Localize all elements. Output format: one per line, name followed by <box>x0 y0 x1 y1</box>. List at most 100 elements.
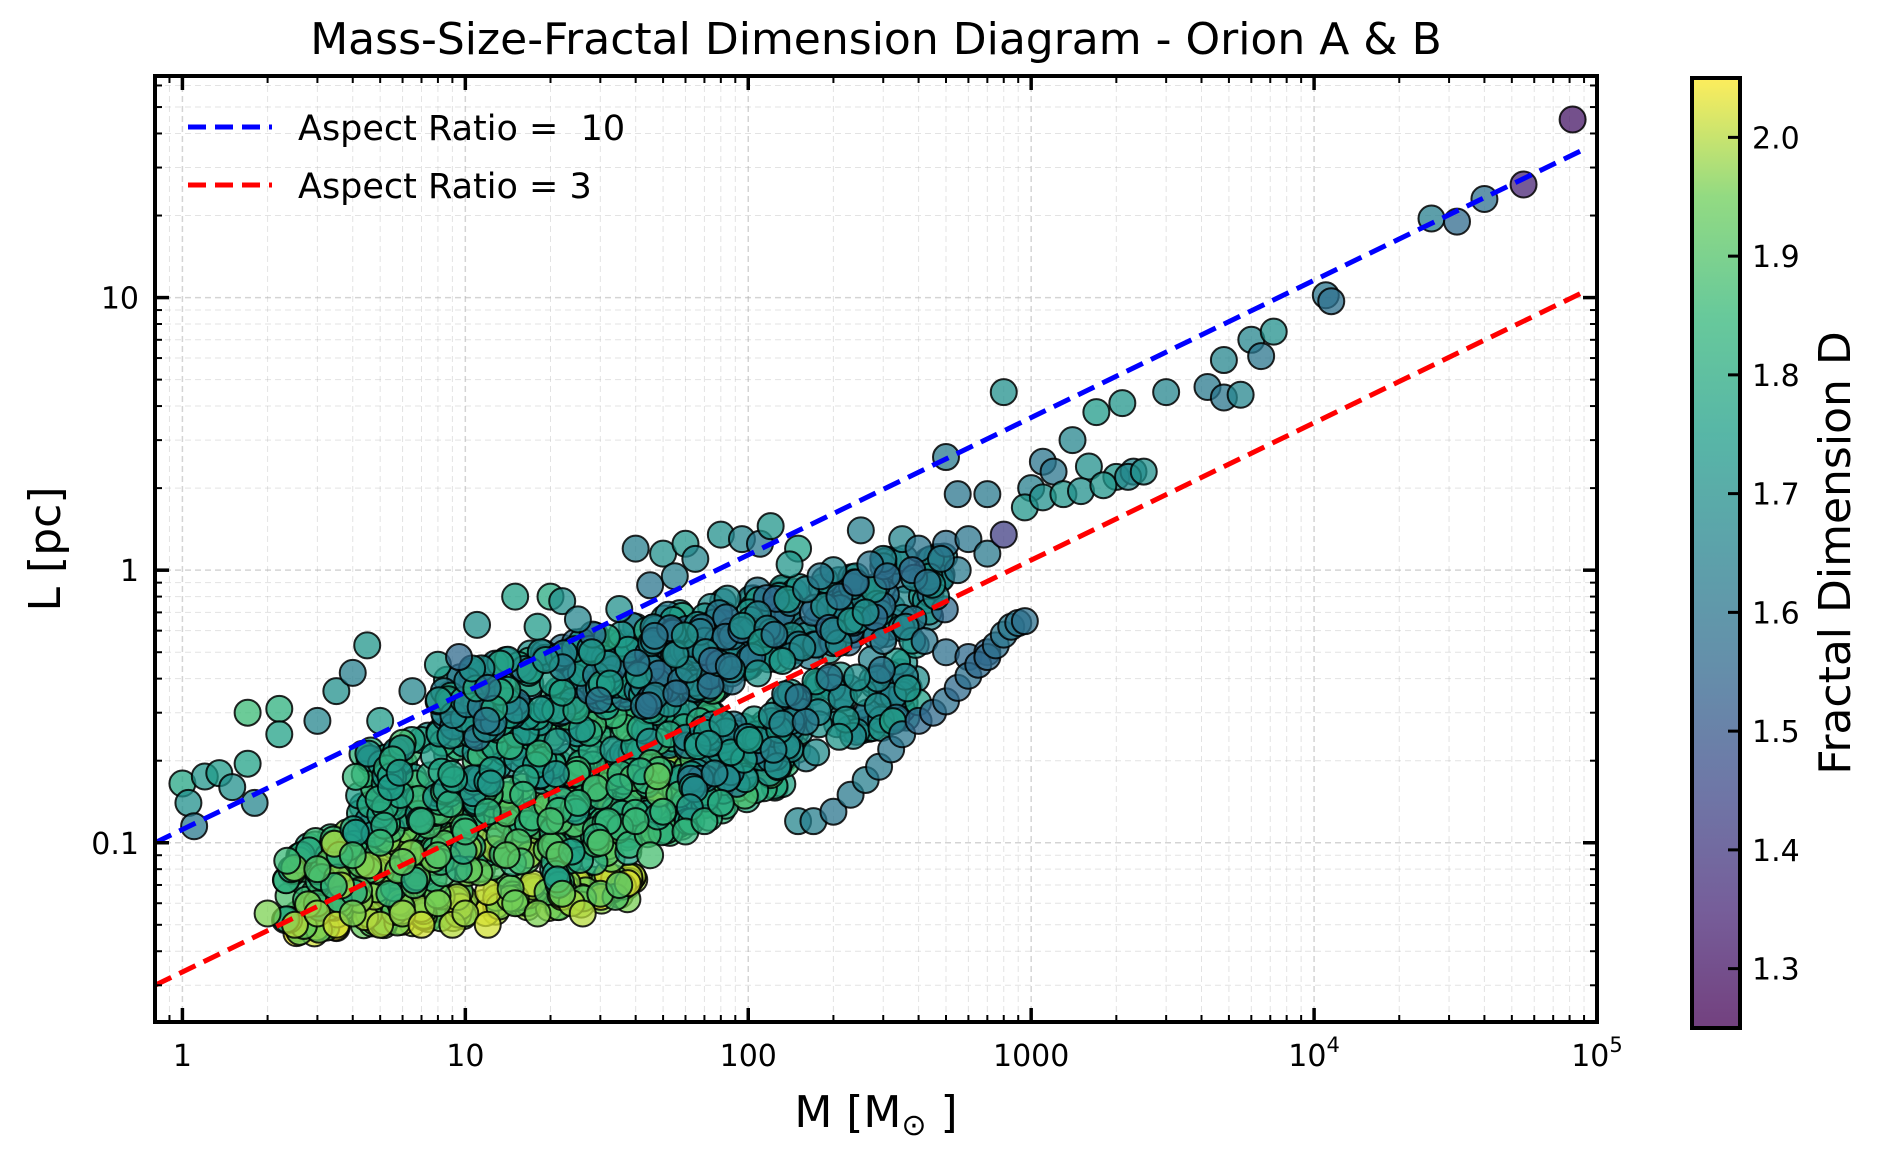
x-tick-label: 1000 <box>993 1039 1069 1074</box>
aspect-ratio-10-line <box>155 147 1586 846</box>
data-point <box>735 725 764 754</box>
data-point <box>843 663 872 692</box>
data-point <box>577 638 606 667</box>
data-point <box>568 899 597 928</box>
x-tick-label: 105 <box>1571 1033 1623 1074</box>
data-point <box>423 841 452 870</box>
chart-title: Mass-Size-Fractal Dimension Diagram - Or… <box>310 14 1442 65</box>
legend: Aspect Ratio = 10 Aspect Ratio = 3 <box>188 109 625 207</box>
y-axis-label: L [pc] <box>20 487 71 612</box>
scatter-points <box>168 105 1587 948</box>
data-point <box>662 679 691 708</box>
data-point <box>548 879 577 908</box>
data-point <box>660 562 689 591</box>
data-point <box>846 516 875 545</box>
data-point <box>398 677 427 706</box>
data-point <box>1247 342 1276 371</box>
data-point <box>536 807 565 836</box>
data-point <box>472 706 501 735</box>
colorbar: 1.3 1.4 1.5 1.6 1.7 1.8 1.9 2.0 Fractal Dimensi… <box>1690 76 1861 1030</box>
plot-frame <box>153 74 1599 1024</box>
data-point <box>253 899 282 928</box>
data-point <box>1010 607 1039 636</box>
y-tick-label: 1 <box>120 554 139 589</box>
data-point <box>706 788 735 817</box>
data-point <box>1226 380 1255 409</box>
data-point <box>825 722 854 751</box>
data-point <box>643 762 672 791</box>
data-point <box>806 562 835 591</box>
colorbar-tick-label: 1.4 <box>1752 834 1800 869</box>
data-point <box>634 691 663 720</box>
data-point <box>523 899 552 928</box>
colorbar-tick-label: 1.3 <box>1752 953 1800 988</box>
data-point <box>700 759 729 788</box>
data-point <box>338 841 367 870</box>
x-tick-label: 100 <box>720 1039 777 1074</box>
data-point <box>548 678 577 707</box>
data-point <box>1129 457 1158 486</box>
x-axis-label: M [M⊙ ] <box>794 1087 957 1143</box>
data-point <box>437 759 466 788</box>
x-tick-label: 1 <box>173 1039 192 1074</box>
data-point <box>435 790 464 819</box>
data-point <box>1317 287 1346 316</box>
colorbar-tick-label: 1.9 <box>1752 240 1800 275</box>
data-point <box>303 855 332 884</box>
data-point <box>819 797 848 826</box>
colorbar-tick-label: 1.8 <box>1752 359 1800 394</box>
data-point <box>233 698 262 727</box>
data-point <box>1558 105 1587 134</box>
data-point <box>541 759 570 788</box>
data-point <box>523 612 552 641</box>
data-point <box>407 910 436 939</box>
x-tick-label: 10 <box>446 1039 484 1074</box>
data-point <box>423 889 452 918</box>
data-point <box>1074 452 1103 481</box>
data-point <box>973 539 1002 568</box>
axes-ticks: 1 10 100 1000 104 105 0.1 1 10 <box>91 76 1623 1074</box>
data-point <box>622 648 651 677</box>
data-point <box>910 626 939 655</box>
data-point <box>743 659 772 688</box>
y-tick-label: 10 <box>101 282 139 317</box>
data-point <box>322 677 351 706</box>
data-point <box>989 520 1018 549</box>
colorbar-ticks: 1.3 1.4 1.5 1.6 1.7 1.8 1.9 2.0 <box>1728 121 1800 988</box>
y-tick-label: 0.1 <box>91 827 139 862</box>
data-point <box>640 621 669 650</box>
data-point <box>501 582 530 611</box>
data-point <box>649 797 678 826</box>
data-point <box>1209 346 1238 375</box>
data-point <box>445 643 474 672</box>
data-point <box>545 841 574 870</box>
data-point <box>218 773 247 802</box>
data-point <box>873 562 902 591</box>
data-point <box>338 658 367 687</box>
data-point <box>943 480 972 509</box>
x-tick-label: 104 <box>1288 1033 1340 1074</box>
data-point <box>841 568 870 597</box>
data-point <box>353 631 382 660</box>
data-point <box>954 525 983 554</box>
data-point <box>463 610 492 639</box>
data-point <box>802 738 831 767</box>
data-point <box>525 739 554 768</box>
data-point <box>869 626 898 655</box>
data-point <box>973 480 1002 509</box>
legend-label-aspect-10: Aspect Ratio = 10 <box>298 109 625 149</box>
data-point <box>768 647 797 676</box>
aspect-ratio-3-line <box>155 289 1586 988</box>
data-point <box>851 598 880 627</box>
data-point <box>913 568 942 597</box>
data-point <box>366 910 395 939</box>
data-point <box>273 846 302 875</box>
data-point <box>1509 170 1538 199</box>
data-point <box>694 729 723 758</box>
data-point <box>338 899 367 928</box>
data-point <box>341 762 370 791</box>
data-point <box>385 758 414 787</box>
data-point <box>1470 184 1499 213</box>
data-point <box>476 769 505 798</box>
